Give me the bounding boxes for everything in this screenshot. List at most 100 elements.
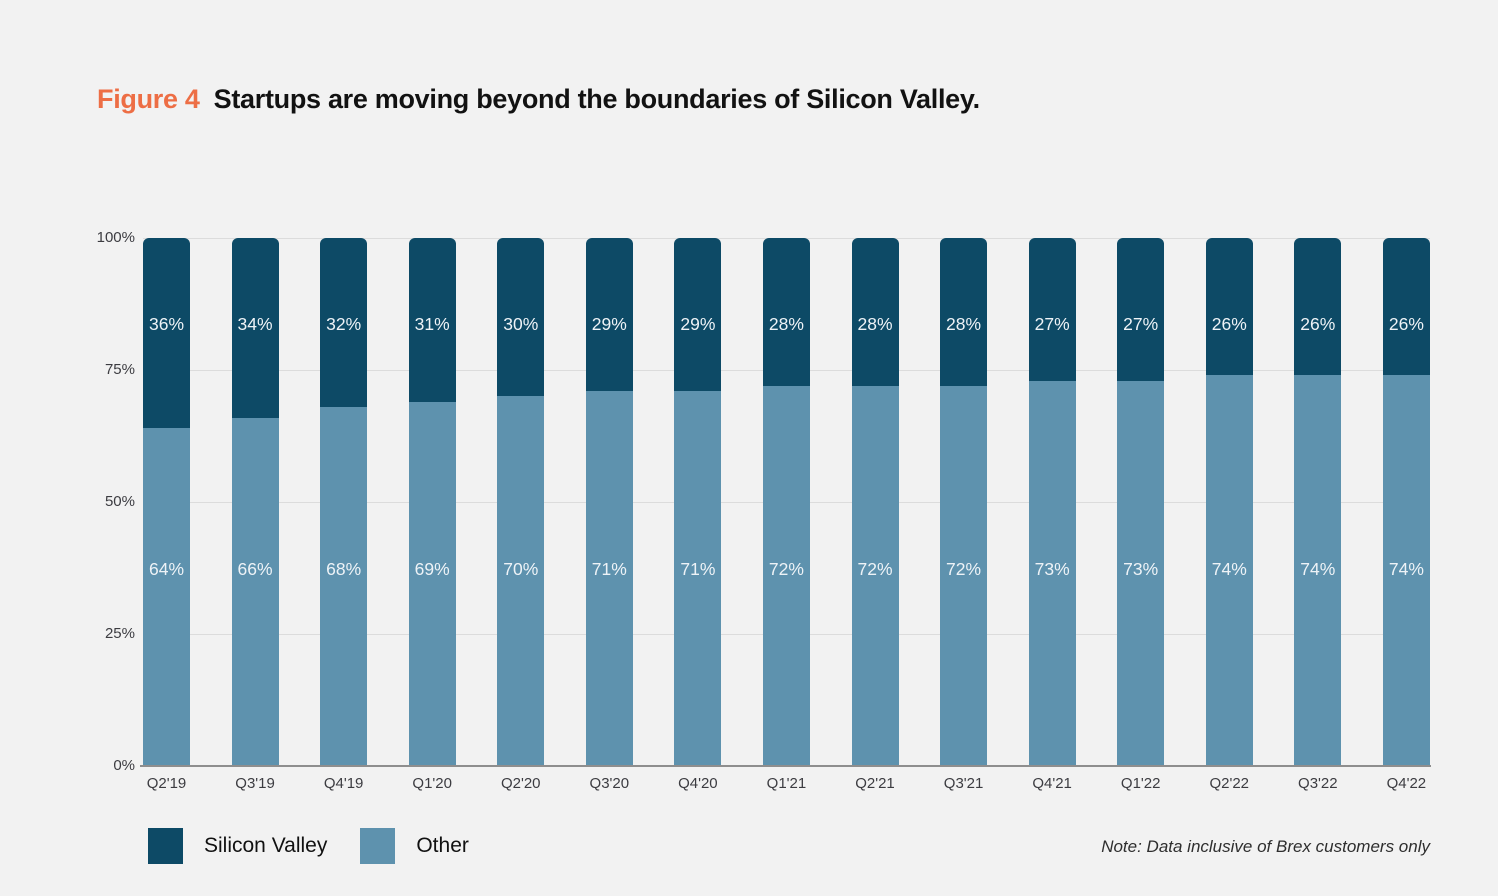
bar-segment-other (231, 417, 279, 766)
chart-title: Figure 4 Startups are moving beyond the b… (97, 84, 980, 115)
bar-segment-silicon-valley (1028, 238, 1076, 381)
value-label-silicon-valley: 29% (591, 314, 627, 334)
value-label-other: 70% (503, 559, 539, 579)
bar-column: 26% 74% Q3'22 (1294, 238, 1342, 792)
bar-segment-silicon-valley (1117, 238, 1165, 381)
x-axis-tick-label: Q4'21 (1032, 775, 1072, 792)
bar-column: 28% 72% Q1'21 (762, 238, 810, 792)
bar-segment-silicon-valley (231, 238, 279, 418)
x-axis-tick-label: Q4'19 (323, 775, 364, 792)
bar-segment-silicon-valley (143, 238, 190, 429)
bar-column: 32% 68% Q4'19 (320, 238, 368, 792)
value-label-silicon-valley: 36% (148, 314, 185, 334)
value-label-silicon-valley: 28% (946, 314, 982, 334)
bar-segment-other (674, 391, 722, 766)
bar-segment-other (320, 406, 368, 766)
bar-segment-other (762, 385, 810, 766)
y-axis-tick-label: 25% (104, 625, 135, 642)
bar-column: 27% 73% Q1'22 (1117, 238, 1165, 792)
y-axis-tick-label: 100% (96, 229, 135, 246)
stacked-bar-chart: 36% 64% Q2'19 34% 66% Q3'19 32% 68% Q4'19 31% 69% Q… (140, 238, 1431, 792)
bar-segment-other (497, 396, 545, 766)
bar-segment-silicon-valley (851, 238, 899, 386)
bar-segment-other (1382, 375, 1430, 766)
bar-column: 28% 72% Q2'21 (851, 238, 899, 792)
x-axis-tick-label: Q2'21 (855, 775, 895, 792)
x-axis-tick-label: Q1'20 (412, 775, 452, 792)
value-label-other: 74% (1211, 559, 1247, 579)
legend-item: Silicon Valley (148, 828, 327, 864)
bar-segment-silicon-valley (1294, 238, 1342, 376)
value-label-other: 72% (768, 559, 804, 579)
legend: Silicon Valley Other (148, 828, 502, 864)
bar-segment-silicon-valley (674, 238, 722, 392)
value-label-other: 71% (591, 559, 627, 579)
x-axis-tick-label: Q3'21 (943, 775, 984, 792)
value-label-silicon-valley: 31% (414, 314, 450, 334)
bar-column: 26% 74% Q2'22 (1205, 238, 1253, 792)
value-label-silicon-valley: 28% (857, 314, 893, 334)
legend-label: Other (416, 834, 469, 857)
bar-column: 29% 71% Q3'20 (585, 238, 633, 792)
bar-segment-silicon-valley (762, 238, 810, 386)
value-label-silicon-valley: 28% (768, 314, 804, 334)
bar-segment-other (1117, 380, 1165, 766)
bar-column: 27% 73% Q4'21 (1028, 238, 1076, 792)
bar-column: 26% 74% Q4'22 (1382, 238, 1430, 792)
bar-column: 34% 66% Q3'19 (231, 238, 279, 792)
value-label-other: 72% (857, 559, 893, 579)
x-axis-tick-label: Q4'22 (1386, 775, 1427, 792)
value-label-silicon-valley: 26% (1300, 314, 1336, 334)
value-label-other: 68% (326, 559, 362, 579)
legend-swatch (148, 828, 183, 864)
value-label-other: 69% (414, 559, 450, 579)
bar-segment-other (1294, 375, 1342, 766)
bar-segment-other (940, 385, 988, 766)
x-axis-tick-label: Q3'22 (1298, 775, 1338, 792)
bar-column: 29% 71% Q4'20 (674, 238, 722, 792)
value-label-other: 73% (1034, 559, 1070, 579)
value-label-other: 73% (1123, 559, 1159, 579)
y-axis-tick-label: 75% (104, 361, 135, 378)
legend-swatch (360, 828, 396, 864)
x-axis-tick-label: Q1'21 (766, 775, 807, 792)
value-label-other: 66% (237, 559, 273, 579)
bar-segment-silicon-valley (1205, 238, 1253, 376)
value-label-silicon-valley: 26% (1388, 314, 1424, 334)
x-axis-line (140, 765, 1431, 767)
bar-segment-silicon-valley (408, 238, 456, 402)
value-label-other: 74% (1300, 559, 1336, 579)
value-label-silicon-valley: 27% (1123, 314, 1159, 334)
footnote: Note: Data inclusive of Brex customers o… (1101, 837, 1430, 856)
value-label-silicon-valley: 30% (503, 314, 539, 334)
figure-number-label: Figure 4 (97, 84, 200, 114)
bar-column: 30% 70% Q2'20 (497, 238, 545, 792)
bar-segment-silicon-valley (497, 238, 545, 397)
bar-segment-silicon-valley (940, 238, 988, 386)
value-label-other: 64% (148, 559, 185, 579)
value-label-other: 74% (1388, 559, 1424, 579)
x-axis-tick-label: Q3'19 (235, 775, 275, 792)
bar-segment-silicon-valley (1382, 238, 1430, 376)
bar-segment-other (1028, 380, 1076, 766)
legend-label: Silicon Valley (204, 834, 328, 857)
y-axis-tick-label: 0% (113, 757, 135, 774)
bar-column: 28% 72% Q3'21 (940, 238, 988, 792)
chart-title-text: Startups are moving beyond the boundarie… (213, 84, 980, 114)
x-axis-tick-label: Q4'20 (678, 775, 718, 792)
bar-segment-other (143, 428, 190, 766)
bar-column: 36% 64% Q2'19 (143, 238, 190, 792)
y-axis-tick-label: 50% (104, 493, 135, 510)
bar-column: 31% 69% Q1'20 (408, 238, 456, 792)
value-label-silicon-valley: 32% (326, 314, 362, 334)
x-axis-tick-label: Q1'22 (1120, 775, 1161, 792)
value-label-other: 71% (680, 559, 716, 579)
x-axis-tick-label: Q2'19 (146, 775, 187, 792)
bar-segment-other (851, 385, 899, 766)
bar-segment-silicon-valley (320, 238, 368, 407)
value-label-silicon-valley: 26% (1211, 314, 1247, 334)
value-label-other: 72% (946, 559, 982, 579)
bars-layer: 36% 64% Q2'19 34% 66% Q3'19 32% 68% Q4'19 31% 69% Q… (143, 238, 1430, 792)
bar-segment-silicon-valley (585, 238, 633, 392)
